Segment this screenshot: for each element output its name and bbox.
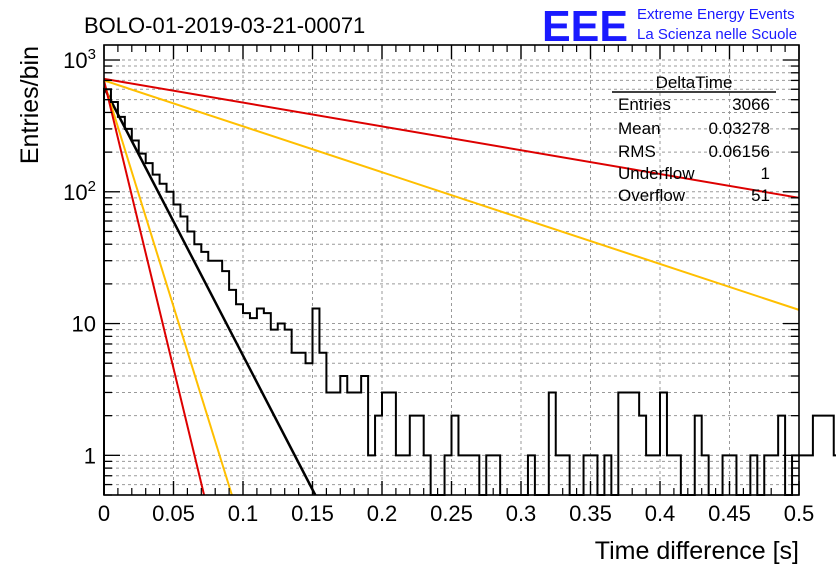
stats-label-entries: Entries bbox=[618, 95, 671, 114]
stats-value-underflow: 1 bbox=[761, 164, 770, 183]
eee-logo-line2: La Scienza nelle Scuole bbox=[637, 26, 797, 43]
fit-line bbox=[103, 77, 800, 199]
stats-label-overflow: Overflow bbox=[618, 186, 686, 205]
chart-title: BOLO-01-2019-03-21-00071 bbox=[84, 13, 365, 38]
stats-value-overflow: 51 bbox=[751, 186, 770, 205]
eee-logo-line1: Extreme Energy Events bbox=[637, 6, 795, 23]
x-axis-label: Time difference [s] bbox=[595, 537, 799, 565]
x-tick-label: 0.1 bbox=[228, 501, 259, 526]
x-tick-label: 0.4 bbox=[645, 501, 676, 526]
axes: 0 0.05 0.1 0.15 0.2 0.25 0.3 0.35 0.4 0.45 0.5 1 10 1… bbox=[63, 44, 815, 526]
fit-curves bbox=[102, 77, 800, 496]
x-tick-label: 0.5 bbox=[784, 501, 815, 526]
stats-label-rms: RMS bbox=[618, 142, 656, 161]
y-tick-label: 102 bbox=[63, 178, 96, 205]
x-tick-label: 0.2 bbox=[367, 501, 398, 526]
fit-line bbox=[103, 81, 233, 496]
stats-label-mean: Mean bbox=[618, 119, 661, 138]
fit-line bbox=[102, 86, 317, 496]
fit-line bbox=[103, 79, 800, 311]
y-tick-label: 103 bbox=[63, 46, 96, 73]
stats-value-entries: 3066 bbox=[732, 95, 770, 114]
x-tick-label: 0.25 bbox=[430, 501, 473, 526]
y-tick-label: 10 bbox=[72, 312, 96, 337]
x-tick-label: 0.45 bbox=[708, 501, 751, 526]
y-tick-label: 1 bbox=[84, 443, 96, 468]
x-tick-label: 0.35 bbox=[569, 501, 612, 526]
stats-label-underflow: Underflow bbox=[618, 164, 695, 183]
x-tick-label: 0.05 bbox=[152, 501, 195, 526]
stats-value-rms: 0.06156 bbox=[709, 142, 770, 161]
stats-value-mean: 0.03278 bbox=[709, 119, 770, 138]
fit-line bbox=[103, 80, 206, 496]
x-tick-label: 0 bbox=[98, 501, 110, 526]
x-tick-label: 0.15 bbox=[291, 501, 334, 526]
stats-box-name: DeltaTime bbox=[656, 73, 733, 92]
eee-logo-mark: EEE bbox=[542, 2, 628, 51]
y-axis-label: Entries/bin bbox=[16, 46, 44, 164]
stats-box: DeltaTime Entries 3066 Mean 0.03278 RMS … bbox=[612, 73, 776, 205]
x-tick-label: 0.3 bbox=[506, 501, 537, 526]
